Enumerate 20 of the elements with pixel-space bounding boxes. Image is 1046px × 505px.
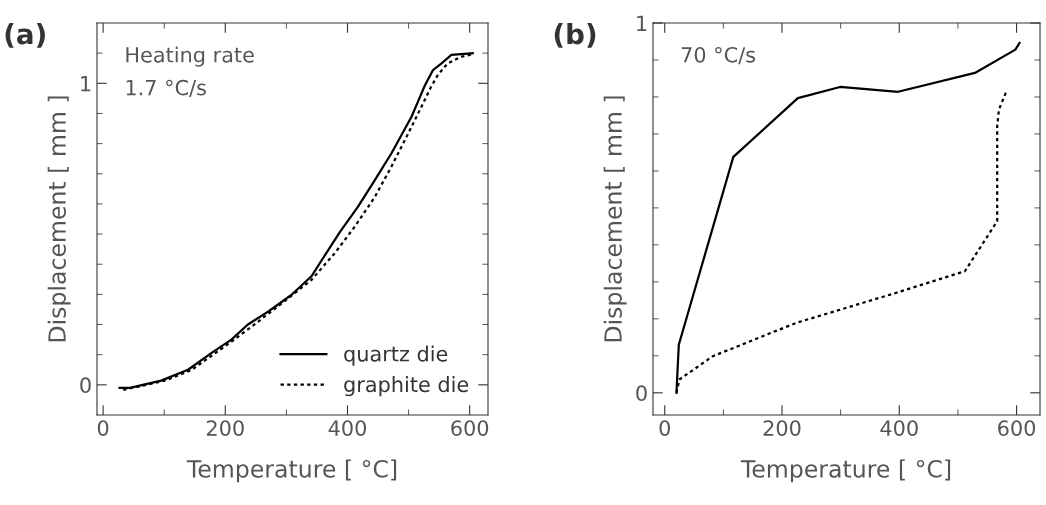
x-tick-label: 0 xyxy=(97,420,109,436)
x-tick-label: 400 xyxy=(328,420,366,436)
text: (b) xyxy=(554,23,596,48)
x-tick-label: 200 xyxy=(206,420,244,436)
y-axis-title: Displacement [ mm ] xyxy=(603,96,627,342)
x-tick-label: 600 xyxy=(451,420,489,436)
y-tick-label: 1 xyxy=(637,15,647,31)
legend-label: graphite die xyxy=(344,376,469,397)
x-axis-title: Temperature [ °C] xyxy=(186,459,397,483)
x-tick-label: 200 xyxy=(763,420,801,436)
x-tick-label: 400 xyxy=(880,420,918,436)
y-axis-title: Displacement [ mm ] xyxy=(47,96,71,342)
x-tick-label: 0 xyxy=(659,420,670,436)
text: (a) xyxy=(5,23,45,48)
x-tick-label: 600 xyxy=(998,420,1036,436)
annotation: Heating rate 1.7 °C/s xyxy=(126,46,254,98)
annotation: 70 °C/s xyxy=(681,46,756,65)
legend-label: quartz die xyxy=(344,345,448,366)
x-axis-title: Temperature [ °C] xyxy=(740,459,951,483)
y-tick-label: 1 xyxy=(81,76,91,92)
